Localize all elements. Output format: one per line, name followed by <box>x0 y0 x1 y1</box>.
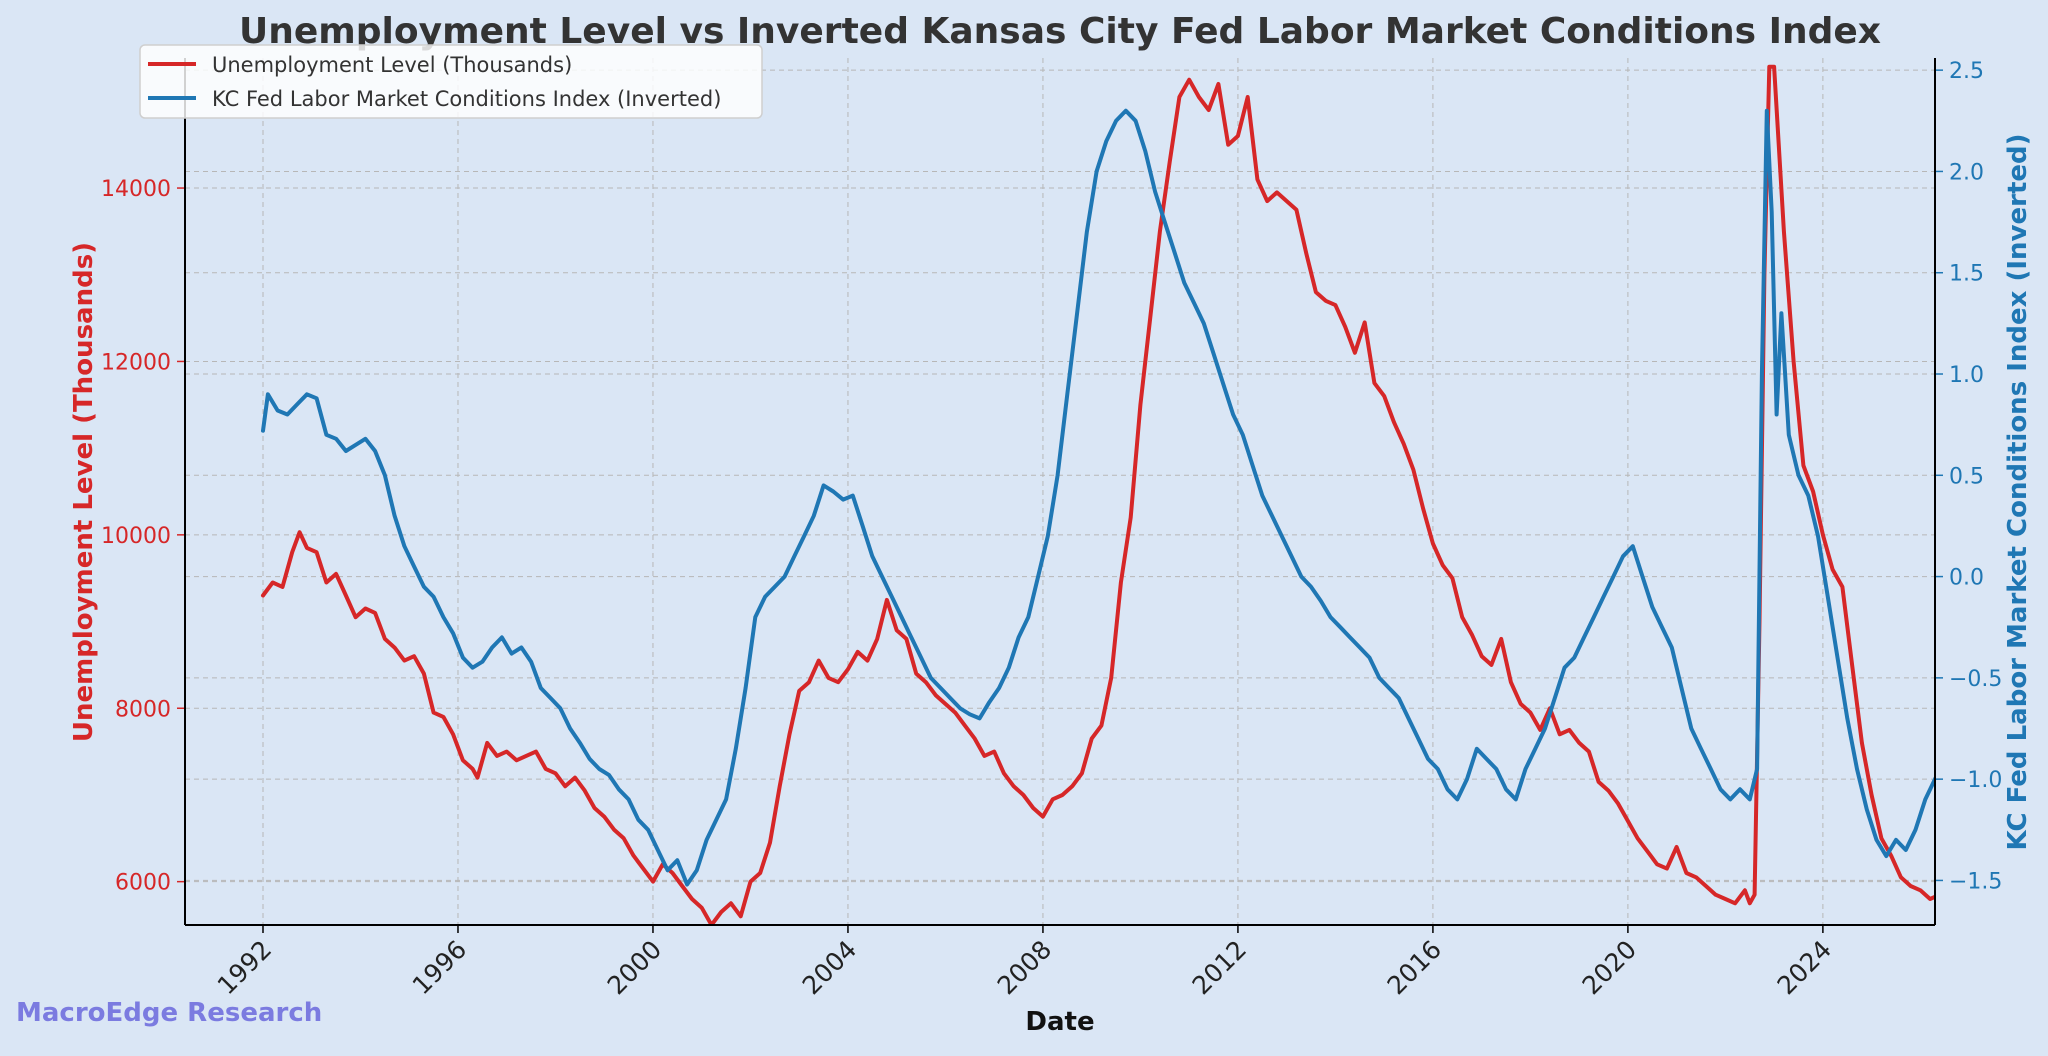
legend-label-kc-index: KC Fed Labor Market Conditions Index (In… <box>212 87 721 111</box>
y-left-tick-label: 6000 <box>115 871 171 896</box>
y-left-axis-label: Unemployment Level (Thousands) <box>69 242 99 742</box>
legend-label-unemployment: Unemployment Level (Thousands) <box>212 53 572 77</box>
legend-box <box>139 44 763 119</box>
y-right-tick-label: −1.5 <box>1949 869 2002 894</box>
y-right-tick-label: −0.5 <box>1949 667 2002 692</box>
y-right-tick-label: 2.5 <box>1949 59 1984 84</box>
y-right-axis-label: KC Fed Labor Market Conditions Index (In… <box>2003 133 2033 850</box>
y-right-ticks: −1.5 −1.0 −0.5 0.0 0.5 1.0 1.5 2.0 2.5 <box>1935 59 2002 894</box>
x-axis-label: Date <box>1025 1007 1094 1037</box>
y-right-tick-label: 0.5 <box>1949 464 1984 489</box>
y-left-tick-label: 12000 <box>101 350 171 375</box>
y-right-tick-label: 1.0 <box>1949 363 1984 388</box>
y-left-tick-label: 10000 <box>101 524 171 549</box>
grid <box>185 58 1935 925</box>
y-left-tick-label: 14000 <box>101 177 171 202</box>
y-left-tick-label: 8000 <box>115 697 171 722</box>
watermark: MacroEdge Research <box>16 998 322 1028</box>
y-right-tick-label: −1.0 <box>1949 768 2002 793</box>
y-right-tick-label: 1.5 <box>1949 262 1984 287</box>
y-left-ticks: 6000 8000 10000 12000 14000 <box>101 177 185 896</box>
series-lines <box>261 64 1935 925</box>
y-right-tick-label: 0.0 <box>1949 566 1984 591</box>
series-line-kc-index <box>261 108 1935 887</box>
y-right-tick-label: 2.0 <box>1949 160 1984 185</box>
legend: Unemployment Level (Thousands) KC Fed La… <box>139 44 763 119</box>
